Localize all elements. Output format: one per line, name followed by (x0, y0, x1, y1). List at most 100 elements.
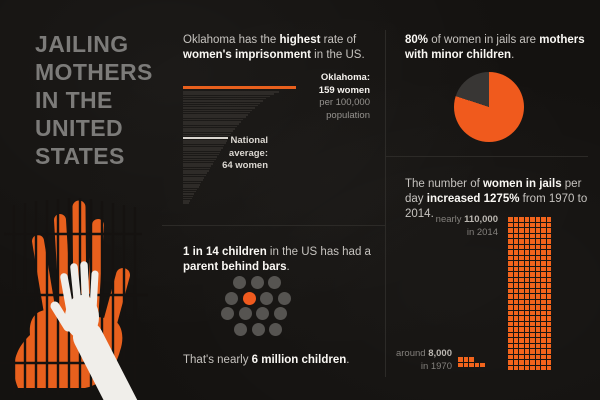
waffle-cell (463, 362, 468, 367)
waffle-cell (530, 277, 535, 282)
waffle-cell (541, 294, 546, 299)
state-bar (183, 95, 270, 98)
state-bar (183, 172, 208, 174)
waffle-cell (469, 357, 474, 362)
waffle-cell (524, 239, 529, 244)
child-dot (234, 322, 247, 336)
waffle-cell (519, 294, 524, 299)
white-hand-shape (50, 261, 138, 400)
waffle-cell (508, 217, 513, 222)
label-2014-line: in 2014 (466, 226, 498, 238)
child-dot (242, 291, 256, 305)
oklahoma-label-line: per 100,000 (319, 97, 370, 108)
waffle-cell (513, 233, 518, 238)
waffle-cell (530, 266, 535, 271)
waffle-cell (535, 299, 540, 304)
state-bar (183, 188, 198, 191)
waffle-cell (530, 239, 535, 244)
waffle-cell (513, 244, 518, 249)
waffle-cell (524, 310, 529, 315)
waffle-cell (524, 349, 529, 354)
waffle-cell (508, 327, 513, 332)
child-dot (269, 322, 282, 336)
waffle-cell (524, 305, 529, 310)
waffle-cell (535, 343, 540, 348)
waffle-cell (519, 299, 524, 304)
waffle-cell (508, 310, 513, 315)
state-bar (183, 195, 193, 198)
state-bar (183, 132, 232, 135)
waffle-cell (541, 261, 546, 266)
waffle-cell (541, 349, 546, 354)
waffle-cell (508, 261, 513, 266)
waffle-cell (535, 217, 540, 222)
waffle-cell (541, 277, 546, 282)
state-bar (183, 123, 240, 125)
waffle-cell (508, 349, 513, 354)
waffle-cell (519, 217, 524, 222)
waffle-cell (530, 228, 535, 233)
waffle-cell (546, 288, 551, 293)
waffle-cell (524, 294, 529, 299)
waffle-cell (535, 233, 540, 238)
title-line: UNITED (35, 115, 124, 141)
waffle-cell (530, 299, 535, 304)
waffle-cell (513, 266, 518, 271)
waffle-cell (524, 222, 529, 227)
waffle-1970 (458, 357, 485, 367)
waffle-cell (541, 272, 546, 277)
waffle-cell (535, 288, 540, 293)
state-bar (183, 93, 274, 95)
waffle-cell (524, 354, 529, 359)
label-1970: around 8,000 in 1970 (362, 348, 452, 373)
waffle-cell (513, 222, 518, 227)
waffle-cell (508, 288, 513, 293)
national-average-label: National average: 64 women (190, 135, 268, 173)
waffle-cell (524, 255, 529, 260)
oklahoma-label-line: 159 women (318, 84, 370, 96)
waffle-cell (541, 228, 546, 233)
waffle-cell (530, 343, 535, 348)
waffle-cell (519, 288, 524, 293)
waffle-cell (513, 332, 518, 337)
national-average-line: average: (228, 147, 268, 159)
state-bar (183, 109, 252, 112)
waffle-cell (524, 266, 529, 271)
state-bar (183, 146, 223, 149)
waffle-cell (508, 332, 513, 337)
waffle-cell (535, 327, 540, 332)
waffle-cell (535, 244, 540, 249)
waffle-cell (546, 272, 551, 277)
waffle-cell (530, 294, 535, 299)
child-dot (256, 307, 269, 320)
state-bar (183, 86, 296, 89)
waffle-cell (513, 343, 518, 348)
label-2014: nearly 110,000 in 2014 (398, 214, 498, 239)
waffle-cell (535, 332, 540, 337)
waffle-cell (546, 222, 551, 227)
waffle-cell (508, 305, 513, 310)
oklahoma-heading: Oklahoma has the highest rate of women's… (183, 33, 365, 61)
waffle-cell (541, 283, 546, 288)
waffle-cell (530, 365, 535, 370)
waffle-cell (513, 294, 518, 299)
middle-column-divider (162, 225, 385, 226)
waffle-cell (546, 277, 551, 282)
waffle-cell (535, 255, 540, 260)
waffle-cell (508, 360, 513, 365)
waffle-cell (546, 233, 551, 238)
waffle-cell (519, 360, 524, 365)
waffle-cell (524, 365, 529, 370)
waffle-cell (541, 310, 546, 315)
waffle-cell (546, 244, 551, 249)
waffle-cell (524, 327, 529, 332)
waffle-cell (519, 349, 524, 354)
waffle-cell (546, 255, 551, 260)
oklahoma-label-line: population (326, 109, 370, 121)
waffle-cell (535, 261, 540, 266)
waffle-cell (535, 272, 540, 277)
waffle-cell (524, 299, 529, 304)
waffle-cell (508, 299, 513, 304)
state-bar (183, 125, 237, 128)
